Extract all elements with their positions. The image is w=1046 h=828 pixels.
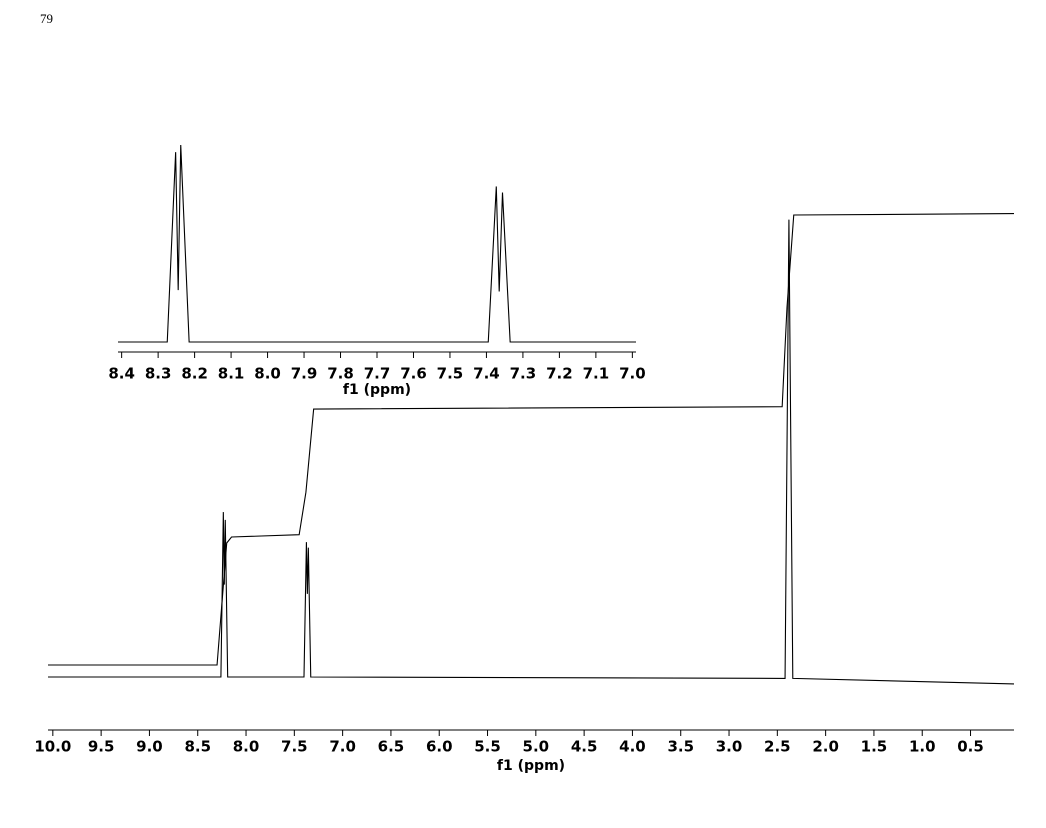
x-tick-label: 6.0: [426, 738, 453, 756]
x-tick-label: 7.4: [473, 365, 500, 383]
x-tick-label: 7.6: [400, 365, 427, 383]
x-tick-label: 9.5: [88, 738, 115, 756]
x-tick-label: 0.5: [957, 738, 984, 756]
x-tick-label: 8.5: [184, 738, 211, 756]
x-tick-label: 5.5: [474, 738, 501, 756]
x-tick-label: 7.8: [327, 365, 354, 383]
x-tick-label: 7.3: [510, 365, 537, 383]
x-tick-label: 8.4: [108, 365, 135, 383]
x-tick-label: 7.2: [546, 365, 573, 383]
spectrum-line: [118, 145, 636, 343]
x-tick-label: 2.0: [812, 738, 839, 756]
x-tick-label: 4.0: [619, 738, 646, 756]
x-tick-label: 3.0: [716, 738, 743, 756]
x-tick-label: 8.0: [254, 365, 281, 383]
x-axis-label: f1 (ppm): [497, 758, 565, 774]
x-tick-label: 3.5: [667, 738, 694, 756]
x-tick-label: 7.5: [437, 365, 464, 383]
x-tick-label: 7.9: [291, 365, 318, 383]
x-tick-label: 8.0: [233, 738, 260, 756]
x-tick-label: 6.5: [378, 738, 405, 756]
spectrum-line: [48, 213, 1015, 666]
x-tick-label: 8.1: [218, 365, 245, 383]
x-tick-label: 7.0: [619, 365, 646, 383]
x-tick-label: 10.0: [34, 738, 71, 756]
x-tick-label: 7.1: [583, 365, 610, 383]
spectrum-line: [48, 219, 1015, 685]
x-tick-label: 7.0: [329, 738, 356, 756]
x-tick-label: 7.5: [281, 738, 308, 756]
x-tick-label: 4.5: [571, 738, 598, 756]
x-tick-label: 1.0: [909, 738, 936, 756]
page-number: 79: [40, 11, 53, 26]
x-tick-label: 9.0: [136, 738, 163, 756]
x-tick-label: 7.7: [364, 365, 391, 383]
x-tick-label: 8.2: [181, 365, 208, 383]
x-tick-label: 5.0: [523, 738, 550, 756]
x-tick-label: 8.3: [145, 365, 172, 383]
x-axis-label: f1 (ppm): [343, 382, 411, 398]
x-tick-label: 2.5: [764, 738, 791, 756]
x-tick-label: 1.5: [861, 738, 888, 756]
